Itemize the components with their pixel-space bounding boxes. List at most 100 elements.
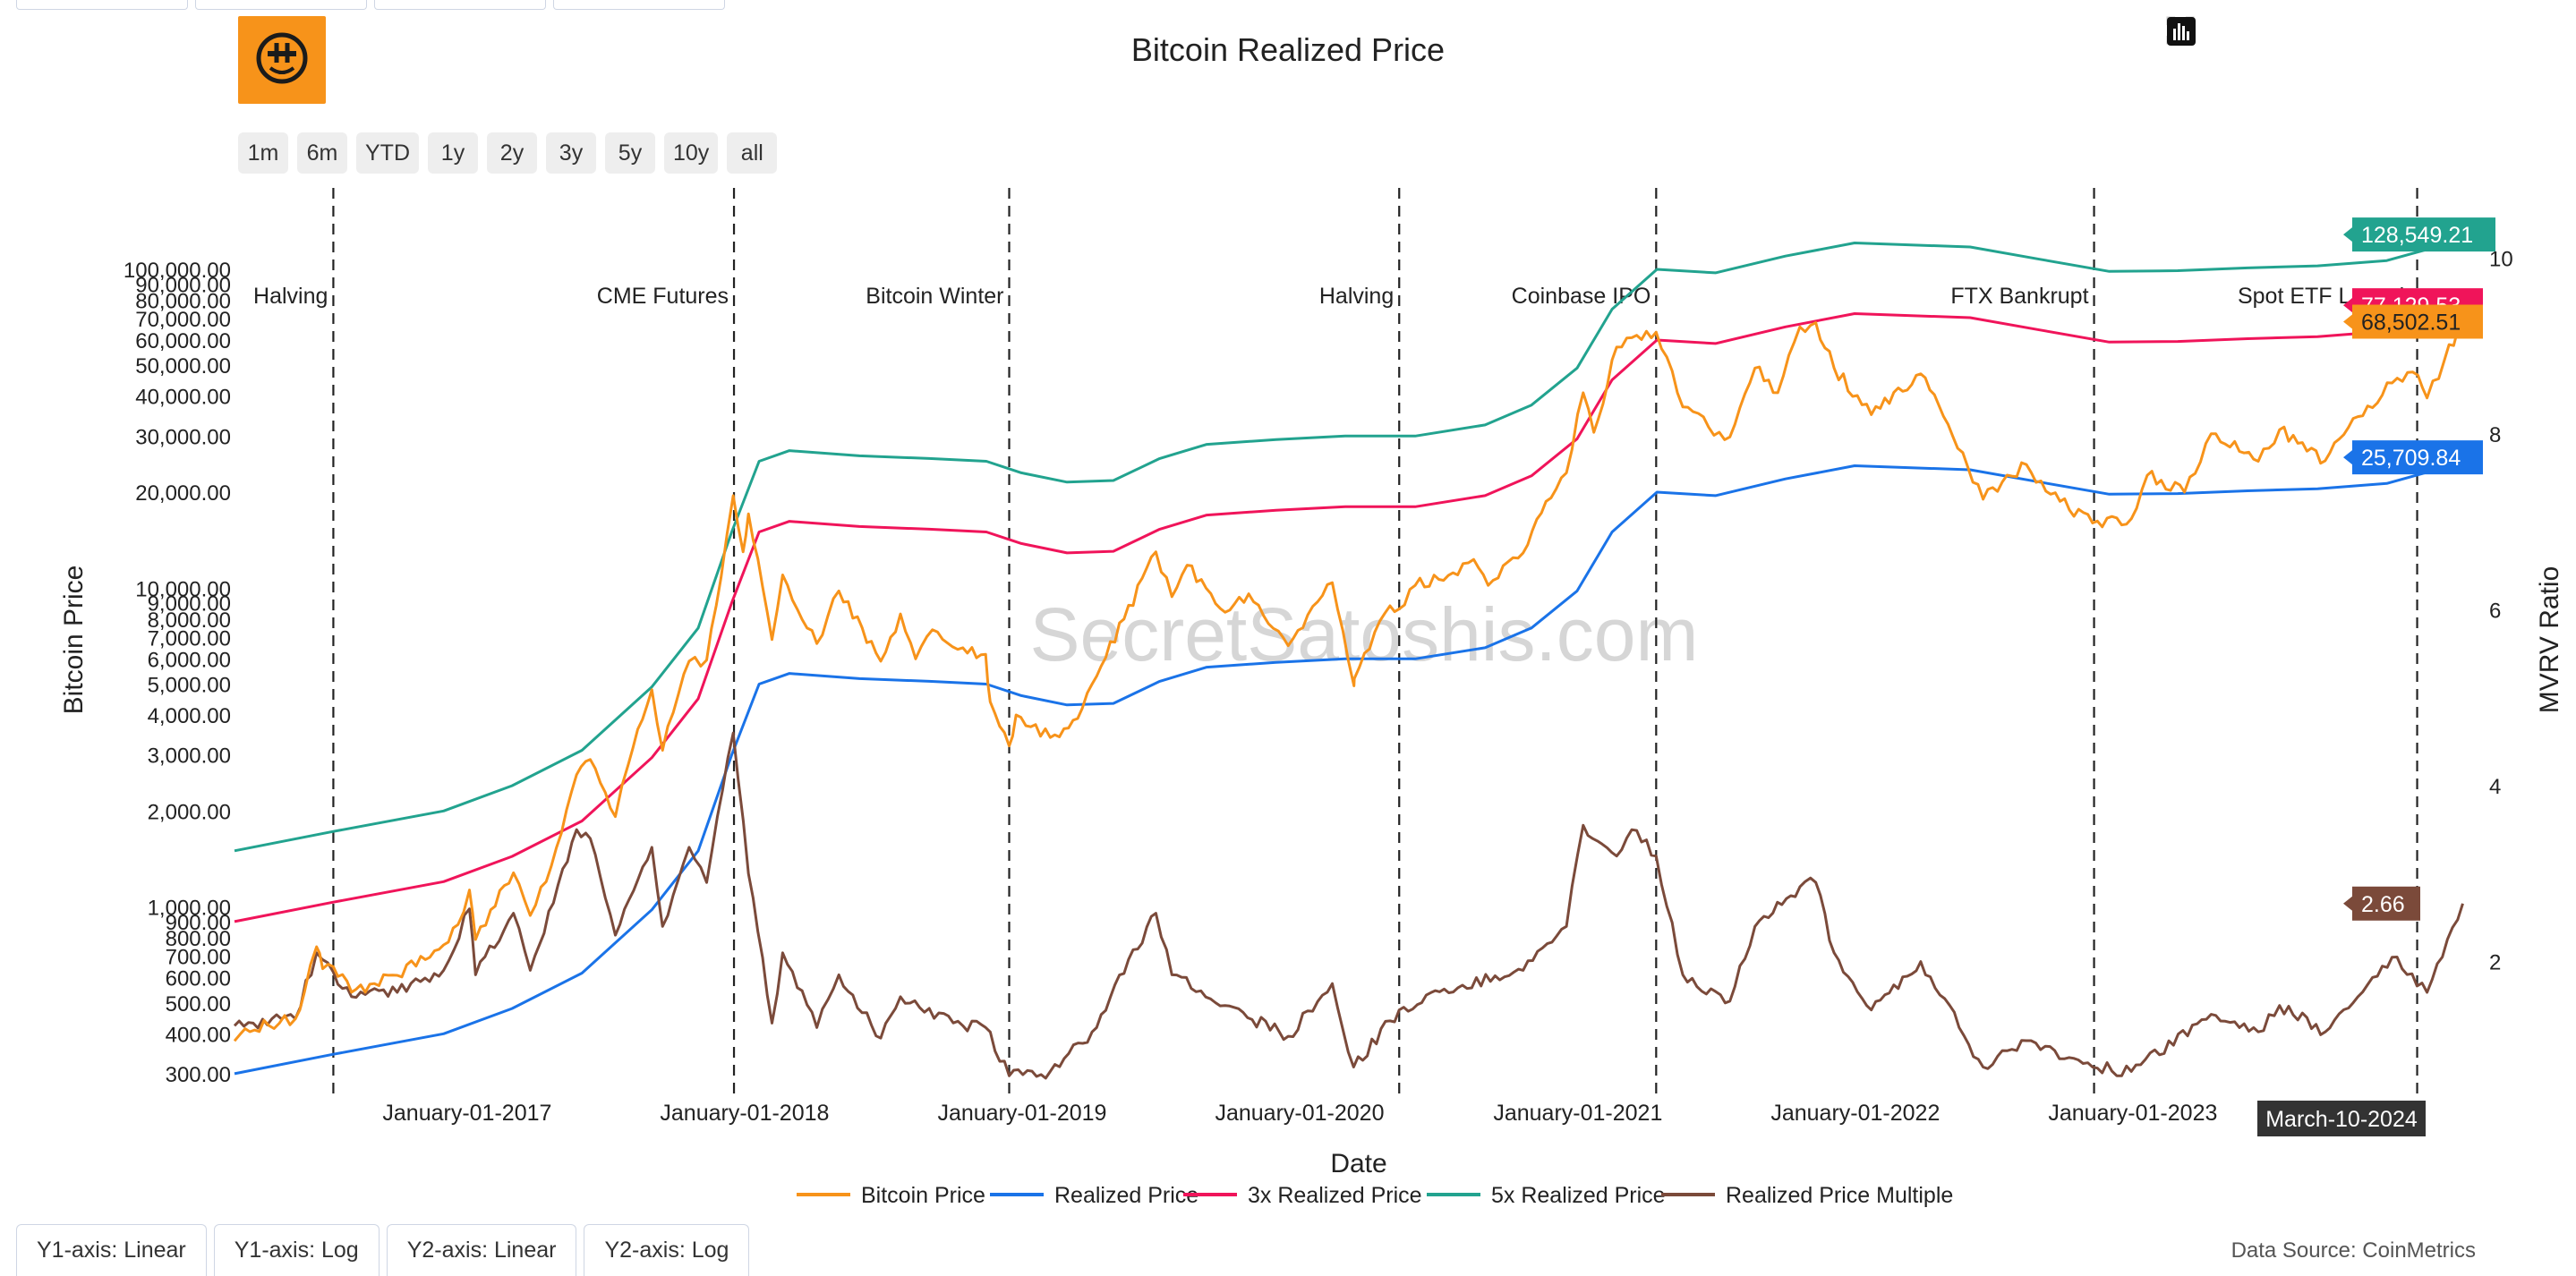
x-tick-label: January-01-2022: [1770, 1101, 1940, 1126]
x-tick-label: January-01-2021: [1493, 1101, 1662, 1126]
axis-toggle-y1-axis-linear[interactable]: Y1-axis: Linear: [16, 1224, 207, 1276]
top-tab-strip: [16, 0, 732, 10]
y-tick-label: 1,000.00: [148, 897, 231, 921]
y-tick-label: 70,000.00: [135, 308, 231, 332]
x-axis-title: Date: [1330, 1149, 1386, 1178]
series-realized-price: [234, 455, 2464, 1076]
y2-tick-label: 6: [2489, 600, 2501, 624]
y-tick-label: 7,000.00: [148, 626, 231, 651]
y-tick-label: 30,000.00: [135, 425, 231, 449]
legend-label[interactable]: 3x Realized Price: [1248, 1183, 1422, 1208]
event-label: Bitcoin Winter: [866, 284, 1003, 309]
y-tick-label: 4,000.00: [148, 704, 231, 728]
bitcoin-logo: [238, 16, 326, 104]
axis-toggle-y2-axis-linear[interactable]: Y2-axis: Linear: [386, 1224, 577, 1276]
event-label: Halving: [1319, 284, 1394, 309]
end-label-pointer: [2343, 450, 2352, 465]
series-realized-price-multiple: [233, 731, 2464, 1080]
end-label-text: 2.66: [2361, 892, 2405, 917]
x-tick-label: January-01-2018: [660, 1101, 829, 1126]
axis-toggle-y1-axis-log[interactable]: Y1-axis: Log: [213, 1224, 380, 1276]
range-button-5y[interactable]: 5y: [605, 132, 655, 174]
legend-label[interactable]: 5x Realized Price: [1491, 1183, 1666, 1208]
y-tick-label: 20,000.00: [135, 481, 231, 506]
event-label: Halving: [253, 284, 328, 309]
end-label-text: 25,709.84: [2361, 446, 2461, 471]
event-label: FTX Bankrupt: [1950, 284, 2088, 309]
y-tick-label: 10,000.00: [135, 577, 231, 601]
bitcoin-logo-icon: [256, 32, 308, 84]
chart-title: Bitcoin Realized Price: [1131, 31, 1445, 68]
x-tick-label: January-01-2019: [937, 1101, 1106, 1126]
range-button-10y[interactable]: 10y: [664, 132, 719, 174]
axis-toggle-y2-axis-log[interactable]: Y2-axis: Log: [584, 1224, 750, 1276]
y-tick-label: 90,000.00: [135, 273, 231, 297]
end-label-box: [2352, 886, 2420, 921]
range-button-ytd[interactable]: YTD: [356, 132, 419, 174]
end-label-pointer: [2343, 298, 2352, 313]
range-selector: 1m 6m YTD 1y 2y 3y 5y 10y all: [238, 132, 778, 174]
y-tick-label: 6,000.00: [148, 648, 231, 672]
y-tick-label: 500.00: [166, 992, 231, 1017]
y-tick-label: 80,000.00: [135, 289, 231, 313]
y-tick-label: 60,000.00: [135, 329, 231, 353]
x-tick-label: January-01-2023: [2048, 1101, 2217, 1126]
hover-label: March-10-2024: [2257, 1101, 2426, 1136]
series-bitcoin-price: [233, 320, 2464, 1042]
top-tab[interactable]: [195, 0, 367, 10]
range-button-1y[interactable]: 1y: [428, 132, 478, 174]
end-label-box: [2352, 304, 2483, 339]
end-label-text: 128,549.21: [2361, 223, 2473, 248]
legend-label[interactable]: Realized Price Multiple: [1726, 1183, 1953, 1208]
range-button-6m[interactable]: 6m: [297, 132, 347, 174]
event-label: CME Futures: [597, 284, 729, 309]
end-label-pointer: [2343, 896, 2352, 911]
y2-tick-label: 4: [2489, 775, 2501, 799]
range-button-2y[interactable]: 2y: [487, 132, 537, 174]
y-tick-label: 600.00: [166, 967, 231, 991]
x-tick-label: January-01-2020: [1215, 1101, 1384, 1126]
top-tab[interactable]: [553, 0, 725, 10]
y-tick-label: 2,000.00: [148, 800, 231, 824]
y2-tick-label: 10: [2489, 248, 2513, 272]
data-source: Data Source: CoinMetrics: [2231, 1238, 2476, 1263]
top-tab[interactable]: [374, 0, 546, 10]
y-tick-label: 3,000.00: [148, 744, 231, 769]
y-tick-label: 400.00: [166, 1023, 231, 1047]
y-tick-label: 700.00: [166, 946, 231, 970]
y-tick-label: 800.00: [166, 927, 231, 951]
top-tab[interactable]: [16, 0, 188, 10]
range-button-1m[interactable]: 1m: [238, 132, 288, 174]
y-axis-title: Bitcoin Price: [59, 566, 89, 715]
series-5x-realized-price: [234, 233, 2464, 853]
y-tick-label: 300.00: [166, 1063, 231, 1087]
legend-label[interactable]: Realized Price: [1054, 1183, 1198, 1208]
end-label-text: 68,502.51: [2361, 310, 2461, 335]
event-label: Coinbase IPO: [1512, 284, 1651, 309]
axis-toggle-tabs: Y1-axis: Linear Y1-axis: Log Y2-axis: Line…: [16, 1224, 756, 1276]
y2-tick-label: 8: [2489, 423, 2501, 447]
y-tick-label: 900.00: [166, 911, 231, 935]
end-label-pointer: [2343, 227, 2352, 242]
x-tick-label: January-01-2017: [382, 1101, 551, 1126]
legend-label[interactable]: Bitcoin Price: [861, 1183, 985, 1208]
y-tick-label: 100,000.00: [124, 259, 231, 283]
range-button-3y[interactable]: 3y: [546, 132, 596, 174]
end-label-box: [2352, 440, 2483, 475]
y2-axis-title: MVRV Ratio: [2535, 566, 2564, 714]
range-button-all[interactable]: all: [727, 132, 778, 174]
y-tick-label: 50,000.00: [135, 354, 231, 379]
y2-tick-label: 2: [2489, 951, 2501, 975]
modebar: [2166, 16, 2540, 52]
hover-date: March-10-2024: [2265, 1107, 2418, 1132]
y-tick-label: 40,000.00: [135, 386, 231, 410]
y-tick-label: 8,000.00: [148, 608, 231, 633]
end-label-box: [2352, 217, 2495, 252]
watermark: SecretSatoshis.com: [1030, 592, 1699, 676]
y-tick-label: 5,000.00: [148, 674, 231, 698]
end-label-pointer: [2343, 314, 2352, 329]
plotly-logo-icon[interactable]: [2167, 16, 2540, 52]
y-tick-label: 9,000.00: [148, 592, 231, 617]
